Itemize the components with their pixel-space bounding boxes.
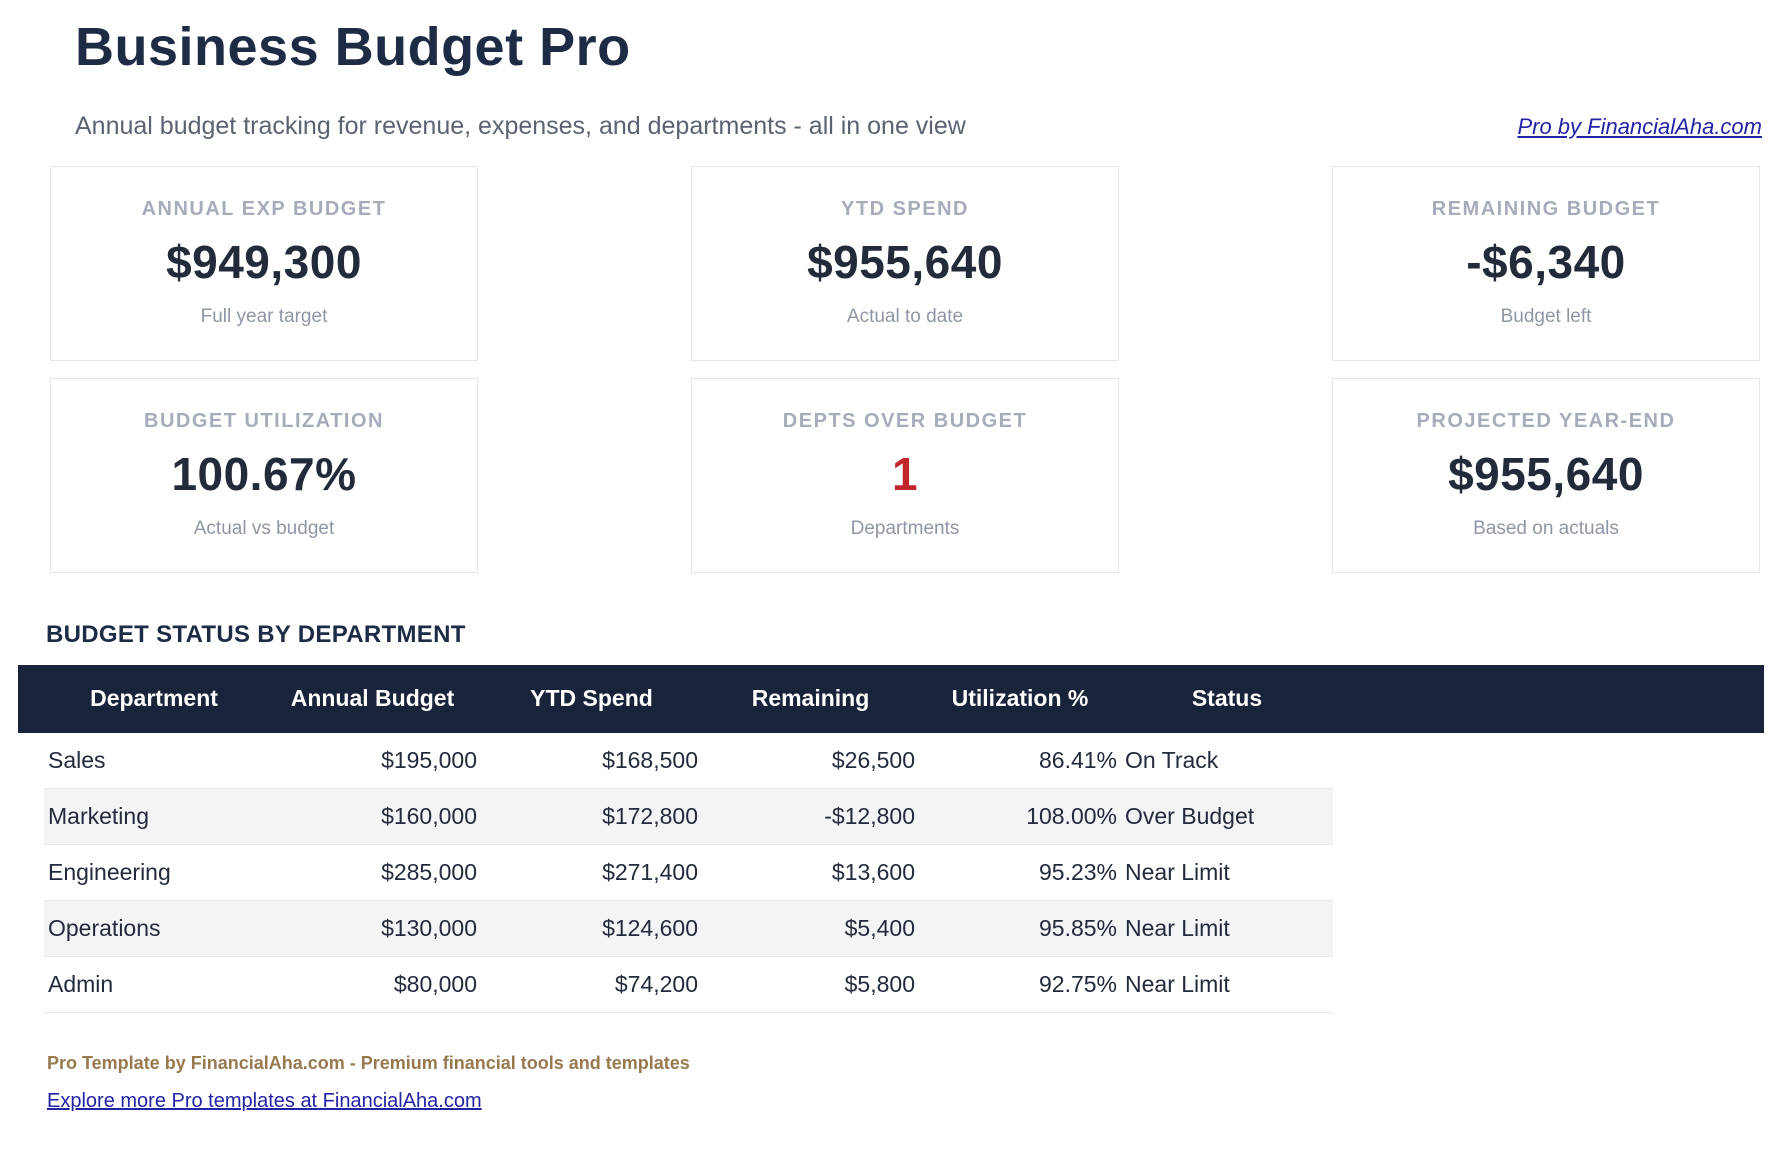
cell-ytd-spend: $124,600 — [602, 914, 698, 941]
cell-department: Engineering — [48, 858, 171, 885]
page-title: Business Budget Pro — [75, 17, 631, 77]
cell-annual-budget: $80,000 — [393, 970, 477, 997]
cell-annual-budget: $195,000 — [381, 746, 477, 773]
cell-utilization: 95.23% — [1038, 858, 1117, 885]
cell-utilization: 92.75% — [1038, 970, 1117, 997]
cell-utilization: 108.00% — [1026, 802, 1117, 829]
table-row-admin: Admin $80,000 $74,200 $5,800 92.75% Near… — [44, 956, 1333, 1013]
kpi-label: DEPTS OVER BUDGET — [782, 410, 1028, 433]
column-header-status: Status — [1191, 685, 1263, 711]
table-row-operations: Operations $130,000 $124,600 $5,400 95.8… — [44, 900, 1333, 957]
kpi-label: PROJECTED YEAR-END — [1416, 410, 1676, 433]
kpi-value: -$6,340 — [1466, 236, 1626, 289]
kpi-subtitle: Based on actuals — [1473, 517, 1619, 539]
cell-remaining: $5,400 — [844, 914, 915, 941]
cell-remaining: -$12,800 — [824, 802, 915, 829]
cell-remaining: $26,500 — [831, 746, 915, 773]
column-header-remaining: Remaining — [751, 685, 870, 711]
cell-annual-budget: $130,000 — [381, 914, 477, 941]
kpi-card-remaining-budget: REMAINING BUDGET -$6,340 Budget left — [1332, 165, 1760, 361]
cell-ytd-spend: $74,200 — [614, 970, 698, 997]
column-header-annual-budget: Annual Budget — [290, 685, 455, 711]
table-row-engineering: Engineering $285,000 $271,400 $13,600 95… — [44, 844, 1333, 901]
kpi-subtitle: Actual vs budget — [193, 517, 335, 539]
kpi-card-annual-exp-budget: ANNUAL EXP BUDGET $949,300 Full year tar… — [50, 165, 478, 361]
cell-status: Near Limit — [1125, 914, 1230, 941]
footer-explore-templates-link[interactable]: Explore more Pro templates at FinancialA… — [47, 1089, 482, 1112]
column-header-ytd-spend: YTD Spend — [530, 685, 653, 711]
kpi-card-budget-utilization: BUDGET UTILIZATION 100.67% Actual vs bud… — [50, 377, 478, 573]
cell-status: On Track — [1125, 746, 1219, 773]
cell-remaining: $13,600 — [831, 858, 915, 885]
cell-status: Over Budget — [1125, 802, 1255, 829]
kpi-value-alert: 1 — [891, 448, 919, 501]
cell-department: Marketing — [48, 802, 149, 829]
cell-department: Admin — [48, 970, 114, 997]
kpi-card-depts-over-budget: DEPTS OVER BUDGET 1 Departments — [691, 377, 1119, 573]
kpi-card-ytd-spend: YTD SPEND $955,640 Actual to date — [691, 165, 1119, 361]
table-body: Sales $195,000 $168,500 $26,500 86.41% O… — [44, 732, 1333, 1013]
cell-department: Operations — [48, 914, 161, 941]
kpi-label: BUDGET UTILIZATION — [144, 410, 384, 433]
kpi-subtitle: Budget left — [1500, 305, 1592, 327]
kpi-value: $955,640 — [807, 236, 1003, 289]
kpi-card-grid: ANNUAL EXP BUDGET $949,300 Full year tar… — [50, 165, 1762, 573]
cell-status: Near Limit — [1125, 858, 1230, 885]
table-row-marketing: Marketing $160,000 $172,800 -$12,800 108… — [44, 788, 1333, 845]
cell-ytd-spend: $168,500 — [602, 746, 698, 773]
kpi-label: YTD SPEND — [841, 198, 969, 221]
cell-department: Sales — [48, 746, 106, 773]
kpi-subtitle: Full year target — [200, 305, 328, 327]
column-header-utilization: Utilization % — [951, 685, 1089, 711]
kpi-subtitle: Departments — [850, 517, 960, 539]
table-row-sales: Sales $195,000 $168,500 $26,500 86.41% O… — [44, 732, 1333, 789]
cell-ytd-spend: $271,400 — [602, 858, 698, 885]
subtitle-row: Annual budget tracking for revenue, expe… — [75, 110, 1762, 142]
cell-utilization: 95.85% — [1038, 914, 1117, 941]
section-title-budget-status: BUDGET STATUS BY DEPARTMENT — [46, 620, 466, 648]
cell-ytd-spend: $172,800 — [602, 802, 698, 829]
cell-utilization: 86.41% — [1038, 746, 1117, 773]
kpi-value: 100.67% — [171, 448, 357, 501]
footer-credit-text: Pro Template by FinancialAha.com - Premi… — [47, 1052, 690, 1073]
pro-by-financialaha-link[interactable]: Pro by FinancialAha.com — [1517, 113, 1762, 139]
cell-annual-budget: $160,000 — [381, 802, 477, 829]
kpi-subtitle: Actual to date — [846, 305, 964, 327]
kpi-value: $955,640 — [1448, 448, 1644, 501]
kpi-card-projected-year-end: PROJECTED YEAR-END $955,640 Based on act… — [1332, 377, 1760, 573]
kpi-label: ANNUAL EXP BUDGET — [141, 198, 387, 221]
cell-annual-budget: $285,000 — [381, 858, 477, 885]
kpi-value: $949,300 — [166, 236, 362, 289]
column-header-department: Department — [90, 685, 218, 711]
budget-status-table: Department Annual Budget YTD Spend Remai… — [0, 664, 1782, 1013]
table-header-row: Department Annual Budget YTD Spend Remai… — [18, 664, 1764, 733]
cell-status: Near Limit — [1125, 970, 1230, 997]
kpi-label: REMAINING BUDGET — [1431, 198, 1661, 221]
page-subtitle: Annual budget tracking for revenue, expe… — [75, 111, 966, 140]
cell-remaining: $5,800 — [844, 970, 915, 997]
